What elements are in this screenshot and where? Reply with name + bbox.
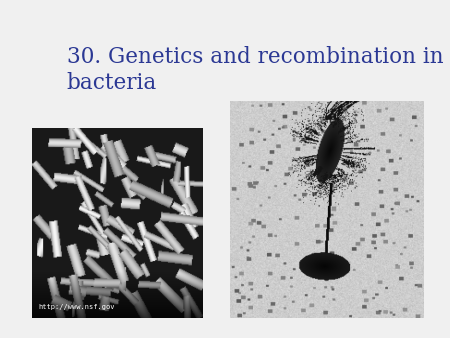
Text: 30. Genetics and recombination in
bacteria: 30. Genetics and recombination in bacter… — [67, 46, 443, 94]
Text: http://www.nsf.gov: http://www.nsf.gov — [38, 304, 115, 310]
